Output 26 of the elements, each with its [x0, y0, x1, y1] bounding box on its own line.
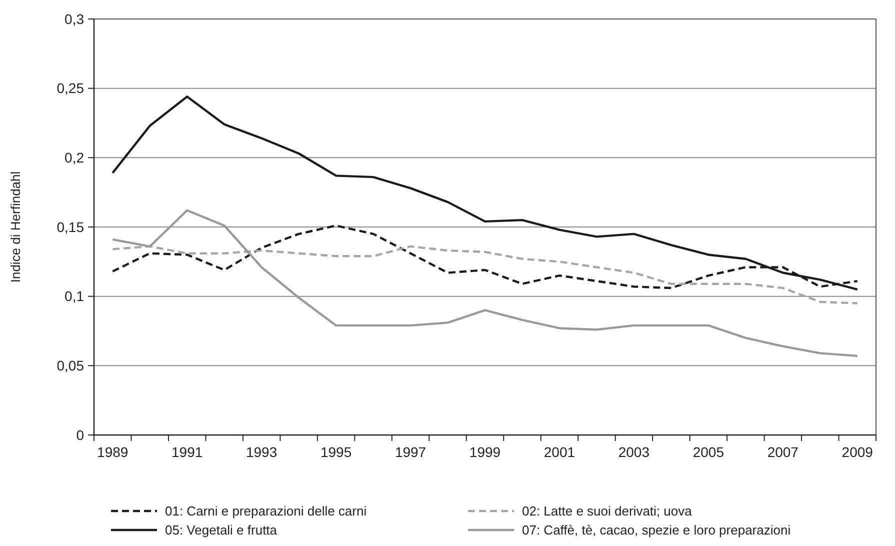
y-tick-label: 0,3 [64, 10, 84, 27]
legend-label: 01: Carni e preparazioni delle carni [165, 504, 367, 519]
x-tick-label: 2001 [544, 444, 576, 460]
x-tick-label: 2003 [618, 444, 650, 460]
legend-label: 05: Vegetali e frutta [165, 522, 278, 538]
line-series [112, 96, 858, 290]
x-tick-label: 2007 [767, 444, 799, 460]
y-tick-label: 0,15 [56, 218, 84, 235]
line-series [112, 245, 858, 304]
legend-label: 02: Latte e suoi derivati; uova [522, 504, 693, 519]
x-tick-label: 2005 [692, 444, 724, 460]
y-tick-label: 0,05 [56, 358, 84, 374]
legend-label: 07: Caffè, tè, cacao, spezie e loro preparazioni [522, 522, 791, 538]
line-series [112, 209, 858, 358]
y-tick-label: 0,2 [64, 150, 84, 166]
x-tick-label: 2009 [842, 444, 874, 460]
y-tick-label: 0,25 [56, 80, 84, 96]
x-tick-label: 1995 [320, 444, 352, 460]
x-tick-label: 1993 [246, 444, 278, 460]
y-axis-title: Indice di Herfindahl [8, 171, 23, 283]
y-tick-label: 0 [76, 426, 84, 443]
x-tick-label: 1989 [97, 444, 128, 460]
y-tick-label: 0,1 [64, 288, 84, 304]
x-tick-label: 1999 [469, 444, 501, 460]
x-tick-label: 1997 [394, 444, 426, 460]
x-tick-label: 1991 [172, 444, 203, 460]
